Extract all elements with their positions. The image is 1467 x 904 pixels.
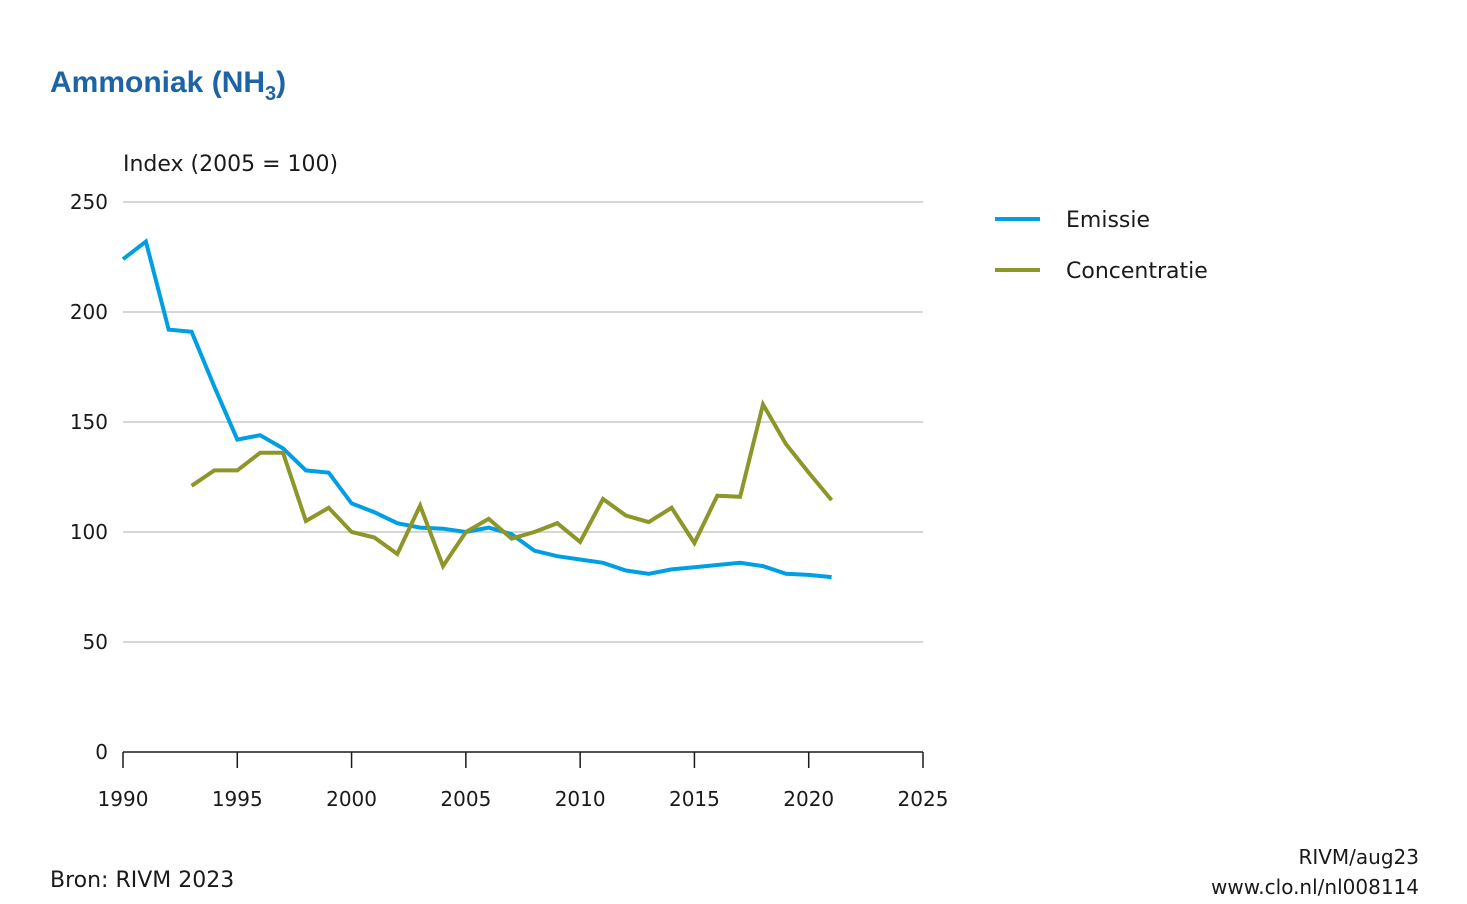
series-line-concentratie: [190, 399, 834, 571]
legend: Emissie Concentratie: [995, 208, 1208, 284]
credit-note: RIVM/aug23 www.clo.nl/nl008114: [1211, 842, 1419, 902]
y-tick-label-150: 150: [70, 410, 108, 434]
series-lines: [121, 238, 834, 580]
x-tick-label-2015: 2015: [669, 787, 720, 811]
credit-line-2: www.clo.nl/nl008114: [1211, 875, 1419, 899]
x-tick-label-2025: 2025: [898, 787, 949, 811]
source-note: Bron: RIVM 2023: [50, 868, 235, 893]
x-tick-label-2020: 2020: [783, 787, 834, 811]
x-tick-label-2010: 2010: [555, 787, 606, 811]
grid-lines: [123, 201, 923, 643]
y-tick-label-0: 0: [95, 740, 108, 764]
chart-title: Ammoniak (NH3): [50, 66, 287, 105]
x-tick-label-1995: 1995: [212, 787, 263, 811]
legend-label-emissie: Emissie: [1066, 208, 1150, 233]
x-tick-label-2000: 2000: [326, 787, 377, 811]
credit-line-1: RIVM/aug23: [1298, 845, 1419, 869]
y-tick-label-50: 50: [83, 630, 108, 654]
axes: 0 50 100 150 200 250 1990 1995 2000 2005 2010 2015 2…: [70, 190, 949, 811]
y-tick-label-200: 200: [70, 300, 108, 324]
y-tick-label-250: 250: [70, 190, 108, 214]
y-tick-label-100: 100: [70, 520, 108, 544]
series-line-emissie: [121, 238, 832, 580]
legend-label-concentratie: Concentratie: [1066, 259, 1208, 284]
y-axis-label: Index (2005 = 100): [123, 152, 339, 177]
x-tick-label-2005: 2005: [440, 787, 491, 811]
x-tick-label-1990: 1990: [98, 787, 149, 811]
